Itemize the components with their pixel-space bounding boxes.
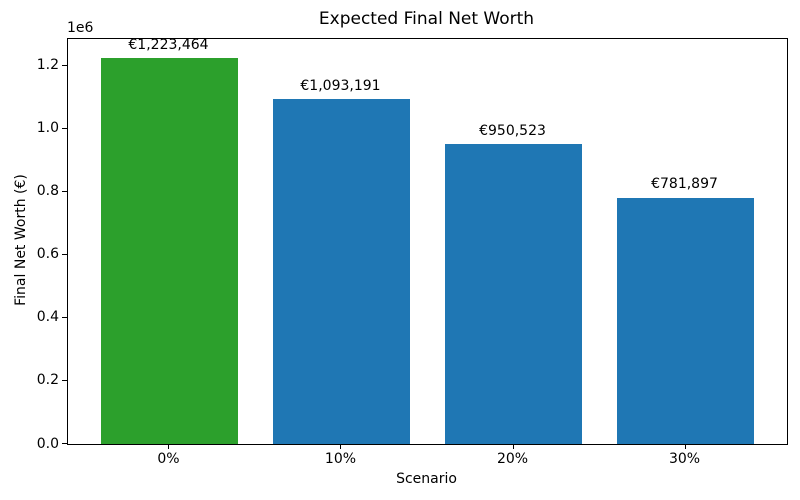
x-tick-mark	[340, 444, 342, 449]
bars-container	[68, 39, 787, 444]
y-tick-mark	[62, 379, 67, 381]
y-tick-mark	[62, 253, 67, 255]
x-tick-mark	[512, 444, 514, 449]
y-tick-label: 0.4	[36, 309, 59, 326]
bar-0%	[100, 58, 239, 444]
x-tick-mark	[168, 444, 170, 449]
bar-value-label: €1,223,464	[128, 37, 209, 54]
y-tick-label: 0.6	[36, 246, 59, 263]
bar-30%	[616, 197, 755, 444]
x-tick-label: 10%	[324, 451, 357, 467]
x-tick-label: 30%	[668, 451, 701, 467]
y-axis-offset-text: 1e6	[67, 20, 94, 36]
bar-10%	[272, 99, 411, 444]
y-tick-mark	[62, 316, 67, 318]
y-tick-label: 0.2	[36, 372, 59, 389]
y-tick-mark	[62, 64, 67, 66]
y-tick-mark	[62, 443, 67, 444]
y-tick-label: 1.2	[36, 57, 59, 74]
x-axis-label: Scenario	[396, 471, 457, 487]
y-tick-label: 1.0	[36, 120, 59, 137]
y-tick-label: 0.0	[36, 435, 59, 452]
x-tick-label: 20%	[496, 451, 529, 467]
bar-value-label: €781,897	[651, 176, 718, 193]
x-tick-mark	[684, 444, 686, 449]
x-tick-label: 0%	[157, 451, 180, 467]
bar-value-label: €950,523	[479, 123, 546, 140]
y-tick-label: 0.8	[36, 183, 59, 200]
chart-title: Expected Final Net Worth	[318, 9, 535, 29]
bar-20%	[444, 144, 583, 444]
bar-value-label: €1,093,191	[300, 78, 381, 95]
y-tick-mark	[62, 190, 67, 192]
plot-area	[67, 38, 788, 445]
y-tick-mark	[62, 127, 67, 129]
